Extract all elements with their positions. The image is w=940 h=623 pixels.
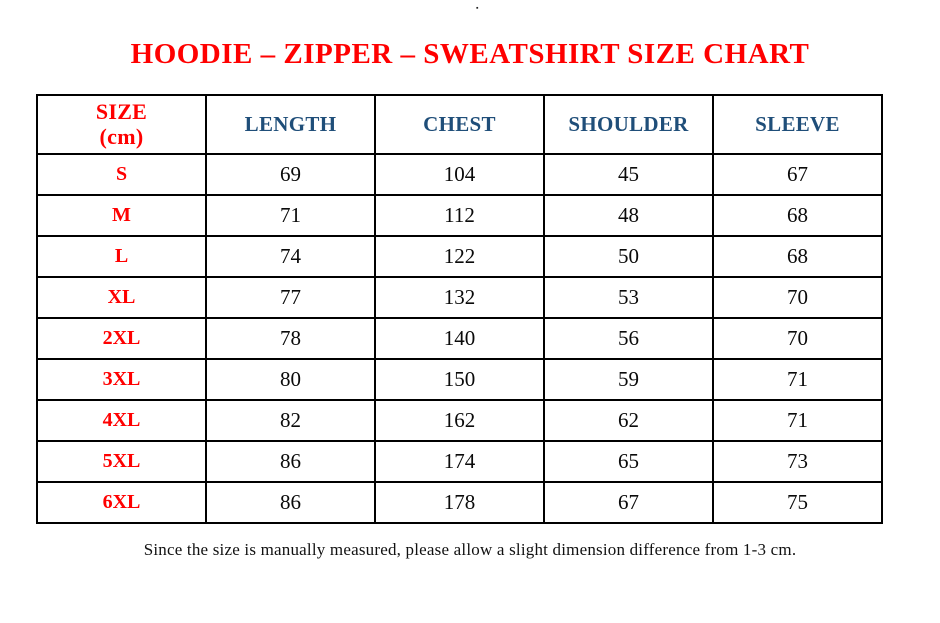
size-label: XL [36, 276, 207, 319]
size-header-line2: (cm) [99, 123, 144, 149]
size-label: M [36, 194, 207, 237]
chest-value: 140 [374, 317, 545, 360]
shoulder-value: 62 [543, 399, 714, 442]
shoulder-value: 48 [543, 194, 714, 237]
size-label: 2XL [36, 317, 207, 360]
length-value: 69 [205, 153, 376, 196]
size-label: 3XL [36, 358, 207, 401]
sleeve-value: 75 [712, 481, 883, 524]
size-label: 5XL [36, 440, 207, 483]
shoulder-value: 59 [543, 358, 714, 401]
sleeve-value: 68 [712, 194, 883, 237]
table-row: 6XL 86 178 67 75 [36, 481, 883, 524]
sleeve-value: 68 [712, 235, 883, 278]
size-label: 4XL [36, 399, 207, 442]
column-header-size: SIZE (cm) [36, 94, 207, 155]
shoulder-value: 56 [543, 317, 714, 360]
length-value: 77 [205, 276, 376, 319]
size-header-line1: SIZE [95, 98, 148, 124]
table-row: 4XL 82 162 62 71 [36, 399, 883, 442]
chest-value: 104 [374, 153, 545, 196]
column-header-length: LENGTH [205, 94, 376, 155]
column-header-sleeve: SLEEVE [712, 94, 883, 155]
chest-value: 132 [374, 276, 545, 319]
chest-value: 162 [374, 399, 545, 442]
table-row: 3XL 80 150 59 71 [36, 358, 883, 401]
size-label: 6XL [36, 481, 207, 524]
shoulder-value: 50 [543, 235, 714, 278]
length-value: 71 [205, 194, 376, 237]
top-mark-dot: ▪ [476, 4, 479, 12]
length-value: 86 [205, 440, 376, 483]
measurement-disclaimer: Since the size is manually measured, ple… [143, 540, 797, 559]
sleeve-value: 67 [712, 153, 883, 196]
sleeve-value: 70 [712, 317, 883, 360]
length-value: 86 [205, 481, 376, 524]
chest-value: 112 [374, 194, 545, 237]
shoulder-value: 45 [543, 153, 714, 196]
chest-value: 178 [374, 481, 545, 524]
length-value: 82 [205, 399, 376, 442]
length-value: 78 [205, 317, 376, 360]
chest-value: 122 [374, 235, 545, 278]
sleeve-value: 71 [712, 358, 883, 401]
length-value: 80 [205, 358, 376, 401]
sleeve-value: 70 [712, 276, 883, 319]
size-label: S [36, 153, 207, 196]
table-row: S 69 104 45 67 [36, 153, 883, 196]
header-row: SIZE (cm) LENGTH CHEST SHOULDER SLEEVE [36, 94, 883, 155]
shoulder-value: 65 [543, 440, 714, 483]
table-row: XL 77 132 53 70 [36, 276, 883, 319]
length-value: 74 [205, 235, 376, 278]
chest-value: 174 [374, 440, 545, 483]
size-chart-table: SIZE (cm) LENGTH CHEST SHOULDER SLEEVE S… [36, 94, 883, 524]
table-row: 5XL 86 174 65 73 [36, 440, 883, 483]
sleeve-value: 71 [712, 399, 883, 442]
size-label: L [36, 235, 207, 278]
shoulder-value: 67 [543, 481, 714, 524]
page-title: HOODIE – ZIPPER – SWEATSHIRT SIZE CHART [130, 38, 810, 70]
table-row: 2XL 78 140 56 70 [36, 317, 883, 360]
column-header-chest: CHEST [374, 94, 545, 155]
shoulder-value: 53 [543, 276, 714, 319]
sleeve-value: 73 [712, 440, 883, 483]
column-header-shoulder: SHOULDER [543, 94, 714, 155]
table-row: L 74 122 50 68 [36, 235, 883, 278]
table-row: M 71 112 48 68 [36, 194, 883, 237]
chest-value: 150 [374, 358, 545, 401]
